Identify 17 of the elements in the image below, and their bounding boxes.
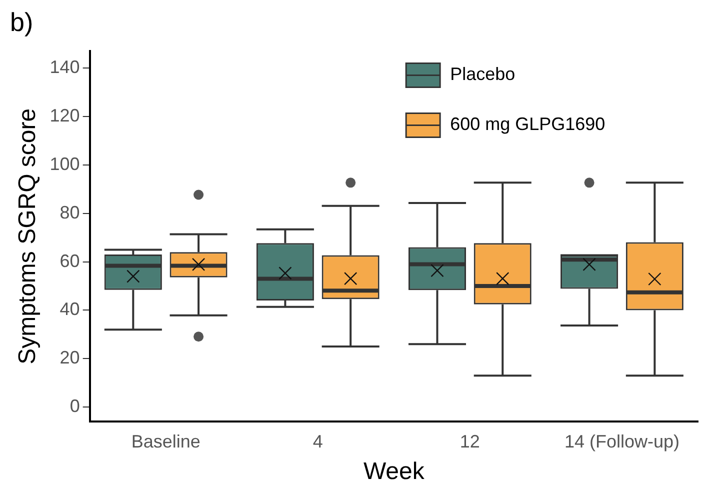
y-tick-label: 140: [50, 57, 80, 78]
x-tick-label: Baseline: [131, 431, 200, 452]
legend-label: Placebo: [450, 64, 516, 84]
legend-label: 600 mg GLPG1690: [450, 114, 606, 134]
x-tick-label: 14 (Follow-up): [564, 431, 680, 452]
y-tick-label: 80: [60, 202, 80, 222]
y-tick-label: 60: [60, 250, 80, 271]
y-tick-label: 40: [60, 299, 80, 320]
y-tick-label: 120: [50, 106, 80, 126]
y-axis-title: Symptoms SGRQ score: [14, 108, 42, 364]
y-tick-label: 20: [60, 348, 80, 368]
x-axis-title: Week: [363, 458, 426, 486]
y-tick-label: 100: [50, 154, 80, 174]
chart-title: b): [10, 6, 34, 37]
y-tick-label: 0: [70, 396, 80, 416]
x-tick-label: 4: [312, 431, 323, 452]
x-tick-label: 12: [460, 431, 480, 452]
